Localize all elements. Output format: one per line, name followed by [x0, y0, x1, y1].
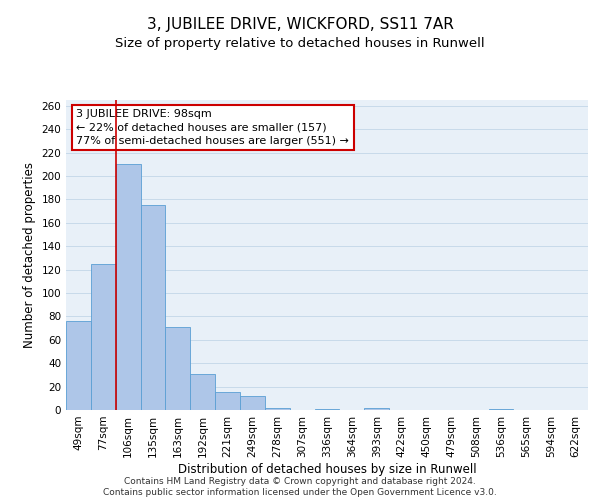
Bar: [364, 408, 389, 410]
Text: 3, JUBILEE DRIVE, WICKFORD, SS11 7AR: 3, JUBILEE DRIVE, WICKFORD, SS11 7AR: [146, 18, 454, 32]
Bar: [91, 264, 116, 410]
Bar: [488, 409, 514, 410]
Bar: [265, 408, 290, 410]
Bar: [66, 321, 91, 410]
X-axis label: Distribution of detached houses by size in Runwell: Distribution of detached houses by size …: [178, 462, 476, 475]
Bar: [166, 327, 190, 410]
Bar: [116, 164, 140, 410]
Text: 3 JUBILEE DRIVE: 98sqm
← 22% of detached houses are smaller (157)
77% of semi-de: 3 JUBILEE DRIVE: 98sqm ← 22% of detached…: [76, 110, 349, 146]
Text: Size of property relative to detached houses in Runwell: Size of property relative to detached ho…: [115, 38, 485, 51]
Text: Contains HM Land Registry data © Crown copyright and database right 2024.: Contains HM Land Registry data © Crown c…: [124, 476, 476, 486]
Bar: [140, 206, 166, 410]
Bar: [215, 392, 240, 410]
Text: Contains public sector information licensed under the Open Government Licence v3: Contains public sector information licen…: [103, 488, 497, 497]
Bar: [190, 374, 215, 410]
Bar: [240, 396, 265, 410]
Bar: [314, 409, 340, 410]
Y-axis label: Number of detached properties: Number of detached properties: [23, 162, 36, 348]
